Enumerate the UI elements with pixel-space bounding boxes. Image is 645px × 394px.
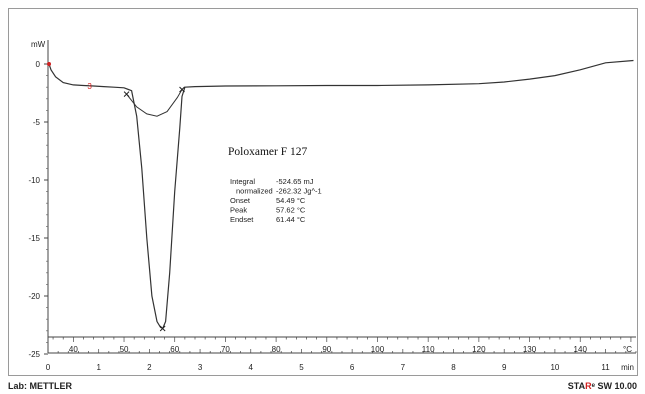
result-value: -524.65 mJ xyxy=(276,177,314,186)
chart-frame xyxy=(8,8,638,376)
result-label: normalized xyxy=(236,187,273,196)
temperature-tick-label: 40 xyxy=(69,345,78,354)
sw-suffix: ᵉ SW 10.00 xyxy=(591,381,637,391)
time-tick-label: 9 xyxy=(502,363,507,372)
time-tick-label: 10 xyxy=(550,363,559,372)
y-tick-label: -5 xyxy=(33,118,41,127)
temperature-tick-label: 90 xyxy=(322,345,331,354)
start-marker xyxy=(47,62,52,66)
result-value: -262.32 Jg^-1 xyxy=(276,187,322,196)
time-tick-label: 11 xyxy=(601,363,610,372)
time-tick-label: 2 xyxy=(147,363,152,372)
time-tick-label: 1 xyxy=(96,363,101,372)
result-value: 54.49 °C xyxy=(276,196,306,205)
temperature-unit-label: °C xyxy=(623,345,632,354)
temperature-tick-label: 140 xyxy=(574,345,588,354)
temperature-tick-label: 70 xyxy=(221,345,230,354)
result-value: 61.44 °C xyxy=(276,215,306,224)
temperature-tick-label: 120 xyxy=(472,345,486,354)
dsc-curve xyxy=(48,59,634,330)
chart-title: Poloxamer F 127 xyxy=(228,146,307,158)
result-label: Onset xyxy=(230,196,251,205)
result-label: Endset xyxy=(230,215,254,224)
y-tick-label: -10 xyxy=(28,176,40,185)
result-value: 57.62 °C xyxy=(276,206,306,215)
integration-baseline xyxy=(126,89,183,117)
evaluation-marker xyxy=(123,91,130,98)
time-tick-label: 4 xyxy=(249,363,254,372)
curves: 3 xyxy=(47,59,634,332)
evaluation-marker xyxy=(159,325,166,332)
curve-segment-label: 3 xyxy=(87,82,92,91)
temperature-tick-label: 80 xyxy=(272,345,281,354)
temperature-tick-label: 100 xyxy=(371,345,385,354)
time-tick-label: 7 xyxy=(401,363,406,372)
temperature-tick-label: 130 xyxy=(523,345,537,354)
evaluation-marker xyxy=(179,86,185,93)
sw-accent: R xyxy=(585,381,592,391)
time-tick-label: 6 xyxy=(350,363,355,372)
result-label: Integral xyxy=(230,177,255,186)
y-tick-label: -15 xyxy=(28,234,40,243)
y-axis-unit-label: mW xyxy=(31,40,46,49)
time-tick-label: 0 xyxy=(46,363,51,372)
temperature-tick-label: 60 xyxy=(170,345,179,354)
result-label: Peak xyxy=(230,206,247,215)
sw-prefix: STA xyxy=(567,381,586,391)
time-unit-label: min xyxy=(621,363,634,372)
time-tick-label: 5 xyxy=(299,363,304,372)
time-tick-label: 3 xyxy=(198,363,203,372)
temperature-tick-label: 110 xyxy=(422,345,435,354)
temperature-tick-label: 50 xyxy=(120,345,129,354)
y-tick-label: -25 xyxy=(28,350,40,359)
time-tick-label: 8 xyxy=(451,363,456,372)
y-tick-label: 0 xyxy=(36,60,41,69)
y-tick-label: -20 xyxy=(28,292,40,301)
software-label: STARᵉ SW 10.00 xyxy=(568,381,637,391)
lab-label: Lab: METTLER xyxy=(8,381,72,391)
